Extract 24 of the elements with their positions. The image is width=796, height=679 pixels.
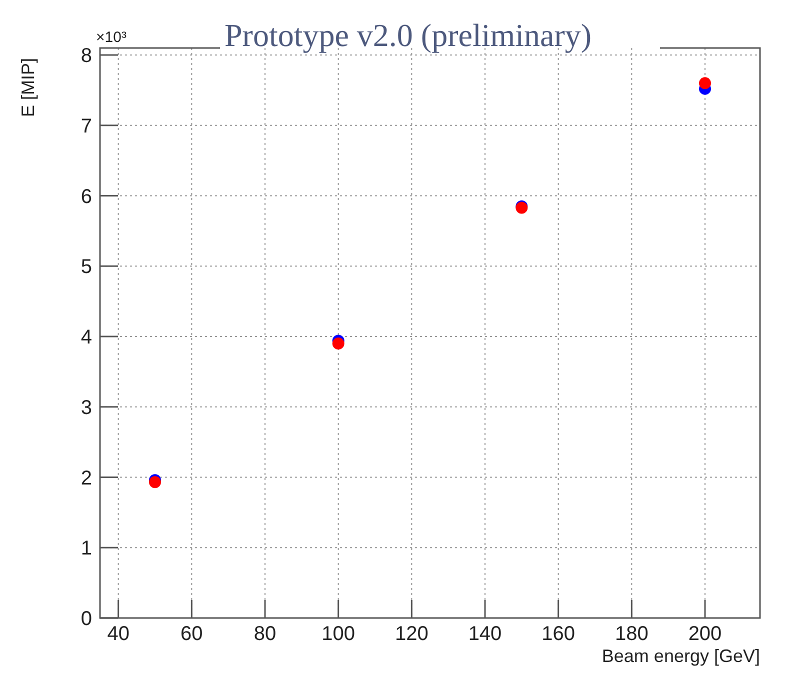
y-tick-label: 1 — [80, 538, 92, 560]
y-tick-label: 5 — [80, 256, 92, 278]
y-tick-label: 2 — [80, 467, 92, 490]
text: ×10³ — [96, 29, 126, 46]
x-tick-label: 160 — [542, 623, 576, 645]
y-tick-label: 8 — [80, 45, 92, 68]
point — [699, 77, 711, 90]
x-tick-label: 60 — [180, 623, 203, 645]
chart-title: Prototype v2.0 (preliminary) — [224, 17, 592, 53]
y-tick-label: 4 — [80, 326, 92, 349]
x-tick-label: 200 — [688, 623, 722, 645]
y-tick-label: 7 — [80, 115, 92, 138]
y-tick-label: 3 — [80, 396, 92, 419]
x-tick-label: 180 — [614, 623, 648, 645]
x-tick-label: 40 — [107, 623, 130, 645]
x-axis-title: Beam energy [GeV] — [602, 646, 760, 666]
x-tick-label: 100 — [322, 623, 356, 645]
x-tick-label: 120 — [394, 623, 428, 645]
point — [332, 338, 344, 350]
y-tick-label: 6 — [80, 186, 92, 208]
y-tick-label: 0 — [80, 608, 92, 630]
y-axis-title: E [MIP] — [18, 58, 38, 118]
x-tick-label: 80 — [254, 623, 276, 645]
x-tick-label: 140 — [468, 623, 502, 645]
